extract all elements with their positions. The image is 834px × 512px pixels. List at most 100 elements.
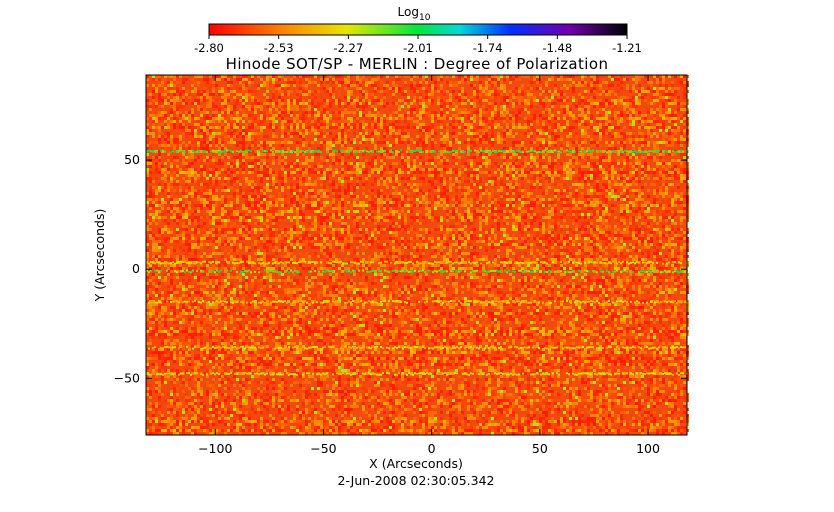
heatmap-cell [224,177,227,180]
heatmap-cell [248,84,251,87]
heatmap-cell [467,147,470,150]
heatmap-cell [623,114,626,117]
heatmap-cell [341,132,344,135]
heatmap-cell [380,117,383,120]
heatmap-cell [413,87,416,90]
heatmap-cell [191,165,194,168]
heatmap-cell [227,192,230,195]
heatmap-cell [287,87,290,90]
heatmap-cell [248,138,251,141]
heatmap-cell [185,180,188,183]
heatmap-cell [308,147,311,150]
heatmap-cell [164,93,167,96]
heatmap-cell [485,141,488,144]
heatmap-cell [608,87,611,90]
heatmap-cell [182,93,185,96]
heatmap-cell [599,105,602,108]
heatmap-cell [326,177,329,180]
heatmap-cell [365,138,368,141]
heatmap-cell [509,171,512,174]
heatmap-cell [470,120,473,123]
heatmap-cell [356,105,359,108]
heatmap-cell [656,105,659,108]
heatmap-cell [566,108,569,111]
heatmap-cell [206,90,209,93]
heatmap-cell [575,117,578,120]
heatmap-cell [542,105,545,108]
heatmap-cell [377,108,380,111]
heatmap-cell [323,186,326,189]
heatmap-cell [554,174,557,177]
heatmap-cell [437,120,440,123]
heatmap-cell [620,102,623,105]
heatmap-cell [257,99,260,102]
heatmap-cell [593,189,596,192]
heatmap-cell [605,117,608,120]
heatmap-cell [668,162,671,165]
heatmap-cell [236,87,239,90]
heatmap-cell [284,90,287,93]
heatmap-cell [680,138,683,141]
heatmap-cell [260,108,263,111]
heatmap-cell [428,180,431,183]
heatmap-cell [437,135,440,138]
heatmap-cell [557,153,560,156]
heatmap-cell [221,138,224,141]
heatmap-cell [380,132,383,135]
heatmap-cell [437,93,440,96]
heatmap-cell [407,150,410,153]
heatmap-cell [527,114,530,117]
heatmap-cell [443,180,446,183]
heatmap-cell [416,171,419,174]
heatmap-cell [164,141,167,144]
heatmap-cell [668,174,671,177]
heatmap-cell [683,189,686,192]
heatmap-cell [146,84,149,87]
heatmap-cell [284,117,287,120]
heatmap-cell [527,171,530,174]
heatmap-cell [413,141,416,144]
heatmap-cell [593,171,596,174]
heatmap-cell [635,141,638,144]
heatmap-cell [281,153,284,156]
heatmap-cell [644,141,647,144]
heatmap-cell [617,153,620,156]
heatmap-cell [344,78,347,81]
heatmap-cell [491,84,494,87]
heatmap-cell [680,183,683,186]
heatmap-cell [194,174,197,177]
heatmap-cell [170,102,173,105]
heatmap-cell [524,171,527,174]
heatmap-cell [365,180,368,183]
heatmap-cell [206,192,209,195]
heatmap-cell [644,132,647,135]
heatmap-cell [536,144,539,147]
heatmap-cell [287,171,290,174]
heatmap-cell [521,96,524,99]
heatmap-cell [473,156,476,159]
heatmap-cell [239,90,242,93]
heatmap-cell [170,120,173,123]
heatmap-cell [611,162,614,165]
heatmap-cell [185,75,188,78]
heatmap-cell [344,156,347,159]
heatmap-cell [482,162,485,165]
heatmap-cell [251,165,254,168]
heatmap-cell [521,171,524,174]
heatmap-cell [335,123,338,126]
heatmap-cell [479,117,482,120]
heatmap-cell [419,75,422,78]
heatmap-cell [578,171,581,174]
heatmap-cell [209,183,212,186]
heatmap-cell [665,108,668,111]
heatmap-cell [299,81,302,84]
heatmap-cell [347,168,350,171]
heatmap-cell [203,87,206,90]
heatmap-cell [344,126,347,129]
heatmap-cell [647,162,650,165]
heatmap-cell [278,78,281,81]
heatmap-cell [155,102,158,105]
heatmap-cell [590,90,593,93]
heatmap-cell [158,132,161,135]
heatmap-cell [269,108,272,111]
